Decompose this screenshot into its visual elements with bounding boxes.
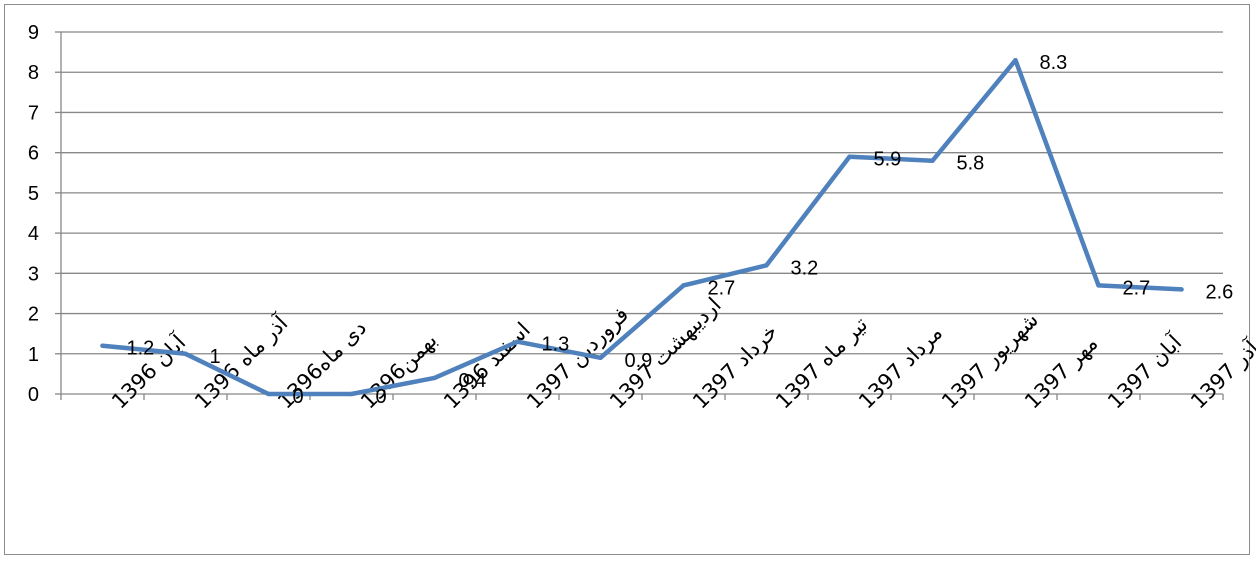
data-point xyxy=(930,158,935,163)
data-labels: 1.2 1 0 0 0.4 1.3 0.9 2.7 3.2 5.9 5.8 8.3 2.7 2.6 xyxy=(127,52,1234,408)
data-label: 0 xyxy=(376,386,387,408)
data-point xyxy=(266,391,271,397)
data-point xyxy=(847,154,852,159)
data-point xyxy=(1179,287,1184,292)
data-label: 3.2 xyxy=(791,257,819,279)
y-tick-label: 3 xyxy=(28,263,39,285)
grid-lines xyxy=(61,31,1223,355)
data-label: 0.4 xyxy=(459,370,487,392)
data-point xyxy=(100,343,105,348)
x-tick-label: بهمن1396 xyxy=(356,328,442,414)
x-tick-label: آذر 1397 xyxy=(1185,335,1256,414)
data-label: 1.2 xyxy=(127,338,155,360)
data-point xyxy=(598,355,603,360)
data-point xyxy=(349,391,354,397)
data-label: 5.9 xyxy=(874,149,902,171)
data-label: 1.3 xyxy=(542,334,570,356)
series-line xyxy=(100,57,1184,397)
x-tick-label: خرداد 1397 xyxy=(688,319,782,413)
data-label: 5.8 xyxy=(957,153,985,175)
y-tick-label: 9 xyxy=(28,22,39,44)
y-tick-label: 6 xyxy=(28,143,39,165)
data-label: 8.3 xyxy=(1040,52,1068,74)
y-tick-label: 2 xyxy=(28,304,39,326)
data-point xyxy=(432,375,437,381)
y-axis-ticks: 0 1 2 3 4 5 6 7 8 9 xyxy=(28,22,39,406)
data-label: 2.6 xyxy=(1206,281,1234,303)
data-point xyxy=(515,339,520,344)
series xyxy=(100,57,1184,397)
data-point xyxy=(681,283,686,288)
x-tick-label: اسفند 1396 xyxy=(439,318,535,414)
data-label: 0.9 xyxy=(625,350,653,372)
y-tick-label: 5 xyxy=(28,183,39,205)
y-tick-label: 4 xyxy=(28,223,39,245)
data-label: 2.7 xyxy=(708,277,736,299)
data-point xyxy=(1096,283,1101,288)
y-tick-label: 7 xyxy=(28,102,39,124)
data-point xyxy=(183,351,188,356)
y-tick-label: 8 xyxy=(28,62,39,84)
y-tick-label: 1 xyxy=(28,344,39,366)
x-tick-label: آبان 1397 xyxy=(1102,329,1187,414)
data-point xyxy=(1013,57,1018,63)
data-label: 1 xyxy=(210,346,221,368)
axes xyxy=(55,31,1224,400)
data-label: 0 xyxy=(293,386,304,408)
data-label: 2.7 xyxy=(1123,277,1151,299)
y-tick-label: 0 xyxy=(28,384,39,406)
data-point xyxy=(764,263,769,268)
x-tick-label: مهر 1397 xyxy=(1020,331,1102,413)
chart-frame xyxy=(4,4,1250,555)
x-tick-label: مرداد 1397 xyxy=(854,321,947,414)
